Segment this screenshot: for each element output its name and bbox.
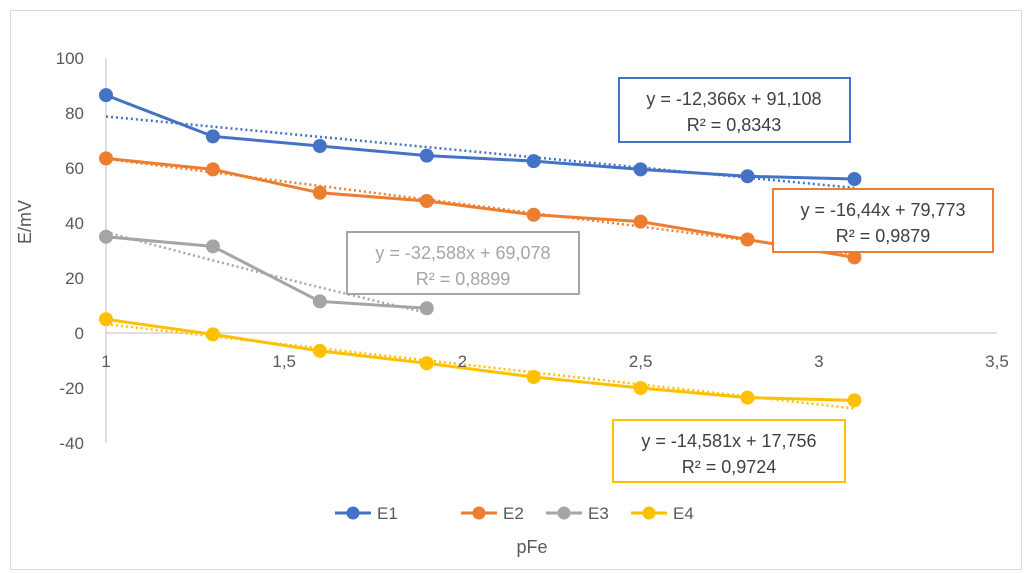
y-tick-label: -40 <box>59 434 84 453</box>
trendline-r2: R² = 0,8899 <box>416 269 511 289</box>
data-point-e2 <box>99 151 113 166</box>
series-line-e2 <box>105 156 855 259</box>
equation-border <box>346 231 580 295</box>
series-line-e4 <box>105 317 855 402</box>
data-point-e3 <box>419 301 434 316</box>
data-point-e2 <box>419 194 434 208</box>
data-point-e1 <box>205 129 220 144</box>
data-point-e1 <box>740 169 755 184</box>
x-tick-label: 3 <box>814 352 823 371</box>
x-tick-label: 1 <box>101 352 110 371</box>
data-point-e4 <box>312 343 327 358</box>
legend-marker <box>642 506 656 520</box>
data-point-e1 <box>312 139 327 153</box>
trendline-r2: R² = 0,9879 <box>836 226 931 246</box>
trendline-equation: y = -12,366x + 91,108 <box>646 89 821 109</box>
data-point-e2 <box>633 214 648 229</box>
legend-item-e3: E3 <box>546 504 609 523</box>
data-point-e1 <box>526 154 541 169</box>
data-point-e3 <box>312 294 327 309</box>
data-point-e2 <box>526 207 541 222</box>
equation-border <box>772 188 994 253</box>
equation-box-e4: y = -14,581x + 17,756 R² = 0,9724 <box>612 419 846 483</box>
equation-box-e2: y = -16,44x + 79,773 R² = 0,9879 <box>772 188 994 253</box>
data-point-e4 <box>205 327 220 342</box>
legend-item-e1: E1 <box>335 504 398 523</box>
equation-box-e1: y = -12,366x + 91,108 R² = 0,8343 <box>618 77 851 143</box>
trendline-equations: y = -12,366x + 91,108 R² = 0,8343 y = -16,… <box>346 77 994 483</box>
tick-labels: 100 80 60 40 20 0 -20 -40 1 1,5 2 2,5 3 3,5 <box>56 49 1009 453</box>
trendline-equation: y = -14,581x + 17,756 <box>641 431 816 451</box>
data-point-e4 <box>419 356 434 371</box>
data-point-e4 <box>99 312 113 327</box>
trendline-equation: y = -16,44x + 79,773 <box>800 200 965 220</box>
y-tick-label: -20 <box>59 379 84 398</box>
trendline-r2: R² = 0,8343 <box>687 115 782 135</box>
data-point-e4 <box>633 381 648 395</box>
data-point-e3 <box>205 239 220 254</box>
data-point-e1 <box>633 162 648 177</box>
legend-item-e4: E4 <box>631 504 694 523</box>
legend-label: E2 <box>503 504 524 523</box>
axes <box>105 58 997 443</box>
y-tick-label: 60 <box>65 159 84 178</box>
series-group <box>99 88 862 408</box>
legend-label: E4 <box>673 504 694 523</box>
x-axis-title: pFe <box>516 537 547 557</box>
legend-marker <box>346 506 360 520</box>
x-tick-label: 3,5 <box>985 352 1009 371</box>
legend-marker <box>557 506 571 520</box>
legend-item-e2: E2 <box>461 504 524 523</box>
equation-border <box>612 419 846 483</box>
y-tick-label: 20 <box>65 269 84 288</box>
trendline-equation: y = -32,588x + 69,078 <box>375 243 550 263</box>
data-point-e1 <box>847 172 862 186</box>
data-point-e2 <box>312 185 327 200</box>
data-point-e1 <box>419 148 434 163</box>
legend-label: E1 <box>377 504 398 523</box>
legend-label: E3 <box>588 504 609 523</box>
data-point-e2 <box>205 162 220 177</box>
x-tick-label: 1,5 <box>272 352 296 371</box>
equation-border <box>618 77 851 143</box>
y-tick-label: 40 <box>65 214 84 233</box>
data-point-e2 <box>740 232 755 247</box>
legend: E1 E2 E3 E4 <box>335 504 694 523</box>
data-point-e1 <box>99 88 113 103</box>
data-point-e3 <box>99 229 113 244</box>
y-tick-label: 80 <box>65 104 84 123</box>
equation-box-e3: y = -32,588x + 69,078 R² = 0,8899 <box>346 231 580 295</box>
y-tick-label: 100 <box>56 49 84 68</box>
x-tick-label: 2,5 <box>629 352 653 371</box>
trendline-r2: R² = 0,9724 <box>682 457 777 477</box>
series-line-e1 <box>105 93 855 181</box>
data-point-e4 <box>847 393 862 408</box>
legend-marker <box>472 506 486 520</box>
data-point-e4 <box>740 390 755 405</box>
series-line-e3 <box>105 235 427 310</box>
y-tick-label: 0 <box>75 324 84 343</box>
x-tick-label: 2 <box>458 352 467 371</box>
y-axis-title: E/mV <box>15 200 35 244</box>
data-point-e4 <box>526 370 541 384</box>
